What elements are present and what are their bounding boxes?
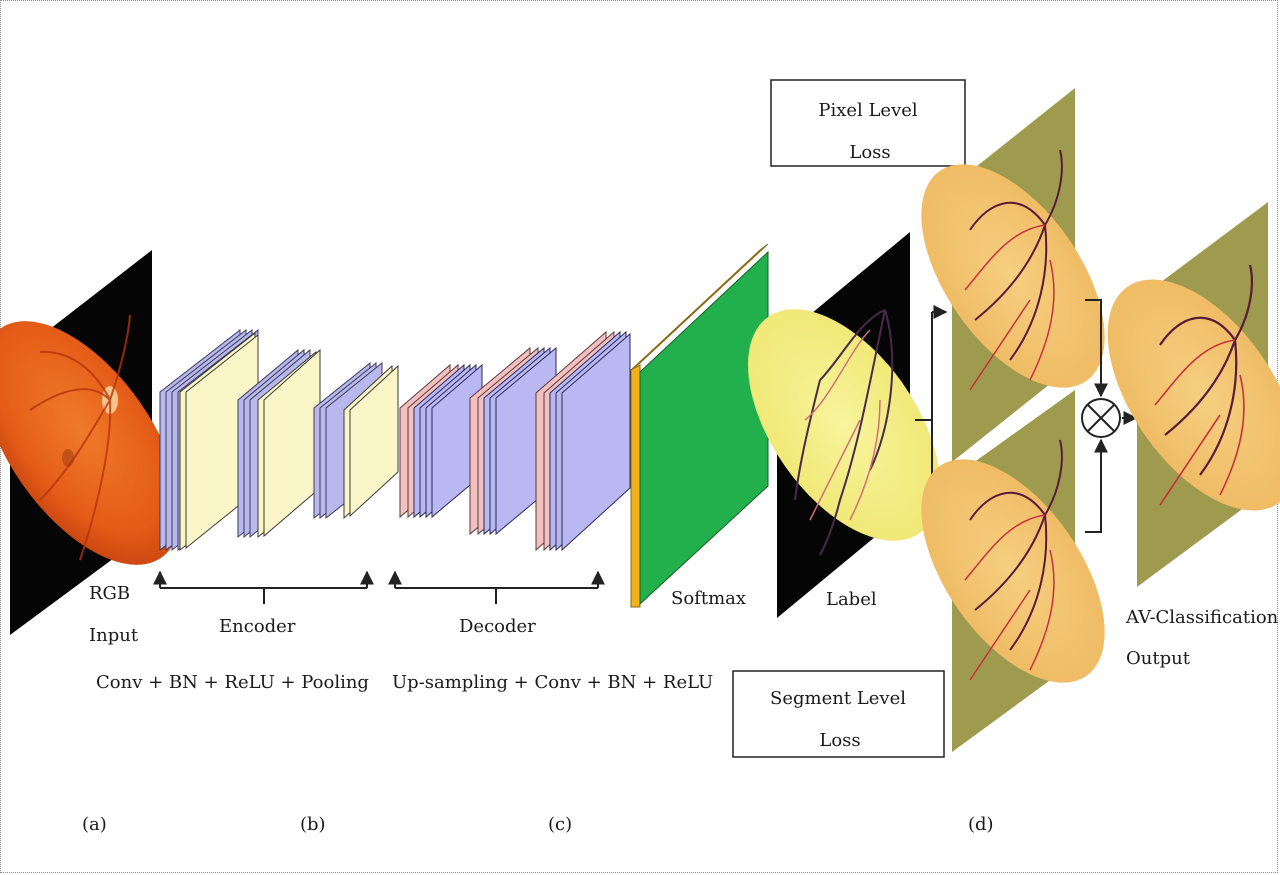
decoder-bracket (388, 570, 605, 604)
panel-label-c: (c) (548, 814, 572, 835)
merge-arrows (1085, 299, 1138, 533)
panel-label-a: (a) (82, 814, 107, 835)
encoder-block-3 (313, 361, 399, 520)
segment-loss-box (732, 670, 945, 758)
input-label-line2: Input (89, 625, 139, 646)
pixel-loss-box (770, 79, 966, 167)
label-map (748, 232, 940, 618)
decoder-block-3 (535, 330, 631, 552)
output-label-line1: AV-Classification (1125, 607, 1279, 628)
output-av-map (1107, 202, 1280, 587)
softmax-label: Softmax (671, 588, 746, 609)
label-map-label: Label (826, 589, 877, 610)
pixel-loss-line1: Pixel Level (818, 100, 918, 121)
input-label-line1: RGB (89, 583, 130, 604)
segment-loss-line1: Segment Level (770, 688, 906, 709)
encoder-ops-label: Conv + BN + ReLU + Pooling (96, 672, 369, 693)
predicted-map-top (921, 88, 1105, 462)
multiply-node-icon (1081, 398, 1121, 438)
encoder-block-1 (159, 328, 259, 552)
softmax-layer (630, 243, 769, 608)
input-fundus-image (0, 250, 181, 635)
segment-loss-line2: Loss (819, 730, 860, 751)
encoder-label: Encoder (219, 616, 296, 637)
predicted-map-bottom (921, 390, 1105, 752)
output-label-line2: Output (1126, 648, 1191, 669)
encoder-bracket (153, 570, 374, 604)
pixel-loss-line2: Loss (849, 142, 890, 163)
decoder-label: Decoder (459, 616, 536, 637)
panel-label-d: (d) (968, 814, 994, 835)
decoder-block-1 (399, 363, 483, 519)
panel-label-b: (b) (300, 814, 326, 835)
decoder-ops-label: Up-sampling + Conv + BN + ReLU (392, 672, 713, 693)
